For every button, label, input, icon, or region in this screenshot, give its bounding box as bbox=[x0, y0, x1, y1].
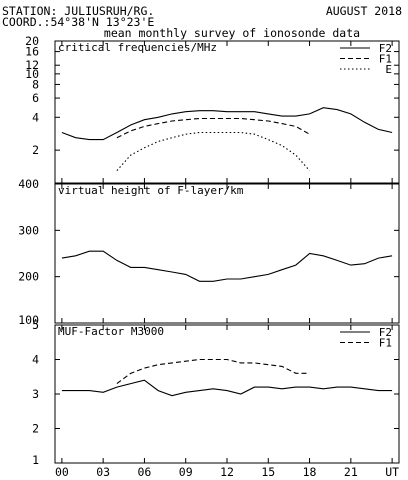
x-tick-label: 06 bbox=[138, 465, 152, 479]
series-line-f2 bbox=[61, 107, 393, 141]
x-tick-label: 15 bbox=[261, 465, 275, 479]
y-tick-label: 12 bbox=[25, 58, 39, 72]
y-tick-label: 300 bbox=[18, 223, 39, 237]
virtual-height-panel: virtual height of F-layer/km 100 200 300 400 bbox=[18, 177, 400, 327]
y-tick-label: 2 bbox=[32, 422, 39, 436]
series-line-f2 bbox=[61, 379, 393, 397]
plot-frame bbox=[54, 324, 400, 464]
y-tick-label: 2 bbox=[32, 143, 39, 157]
y-tick-label: 400 bbox=[18, 177, 39, 191]
y-tick-label: 1 bbox=[32, 453, 39, 467]
x-tick-label: UT bbox=[385, 465, 399, 479]
x-tick-label: 00 bbox=[55, 465, 69, 479]
y-tick-label: 8 bbox=[32, 77, 39, 91]
panel-title: virtual height of F-layer/km bbox=[58, 184, 244, 197]
coord-label: COORD.:54°38'N 13°23'E bbox=[2, 15, 154, 29]
y-tick-label: 200 bbox=[18, 270, 39, 284]
survey-subtitle: mean monthly survey of ionosonde data bbox=[104, 26, 360, 40]
panel-title: critical frequencies/MHz bbox=[58, 41, 217, 54]
legend-label: F2 bbox=[379, 326, 392, 339]
x-tick-label: 09 bbox=[179, 465, 193, 479]
y-tick-label: 20 bbox=[25, 34, 39, 48]
y-tick-label: 16 bbox=[25, 45, 39, 59]
time-axis: 00 03 06 09 12 15 18 21 UT bbox=[55, 465, 399, 479]
panel-title: MUF-Factor M3000 bbox=[58, 325, 164, 338]
series-line-height bbox=[61, 250, 393, 282]
y-tick-label: 100 bbox=[18, 313, 39, 327]
x-tick-label: 21 bbox=[344, 465, 358, 479]
date-label: AUGUST 2018 bbox=[326, 4, 402, 18]
series-line-f1 bbox=[116, 358, 310, 385]
legend-label: F2 bbox=[379, 42, 392, 55]
y-tick-label: 4 bbox=[32, 353, 39, 367]
legend-label: F1 bbox=[379, 337, 392, 350]
x-tick-label: 03 bbox=[96, 465, 110, 479]
x-tick-label: 12 bbox=[220, 465, 234, 479]
series-line-e bbox=[116, 131, 311, 171]
series-line-f1 bbox=[116, 117, 310, 139]
y-tick-label: 10 bbox=[25, 67, 39, 81]
y-tick-label: 4 bbox=[32, 110, 39, 124]
x-tick-label: 18 bbox=[303, 465, 317, 479]
y-tick-label: 5 bbox=[32, 318, 39, 332]
y-tick-label: 6 bbox=[32, 91, 39, 105]
y-tick-label: 3 bbox=[32, 387, 39, 401]
legend-label: E bbox=[385, 63, 392, 76]
station-label: STATION: JULIUSRUH/RG. bbox=[2, 4, 154, 18]
legend-label: F1 bbox=[379, 53, 392, 66]
